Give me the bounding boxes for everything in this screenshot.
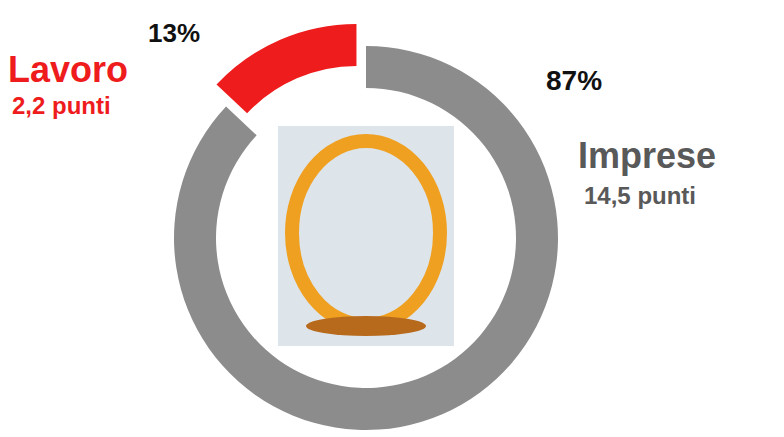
value-label: 87%: [546, 65, 602, 96]
labels: 13% Lavoro2,2 punti 87% Imprese 14,5 punti: [8, 18, 716, 209]
decoration-wheel: [292, 141, 440, 325]
category-label: Imprese: [578, 135, 716, 176]
slice: [217, 24, 357, 113]
points-label: 2,2 punti: [12, 92, 111, 119]
category-label: Lavoro: [8, 49, 128, 90]
decoration-ground: [278, 126, 454, 346]
decoration-base: [306, 316, 426, 336]
slice: [174, 46, 558, 430]
value-label: 13%: [148, 18, 200, 48]
points-label: 14,5 punti: [584, 182, 696, 209]
chart: 13% Lavoro2,2 punti 87% Imprese 14,5 punti: [0, 0, 784, 437]
decoration: [278, 126, 454, 346]
slices: [174, 24, 558, 430]
